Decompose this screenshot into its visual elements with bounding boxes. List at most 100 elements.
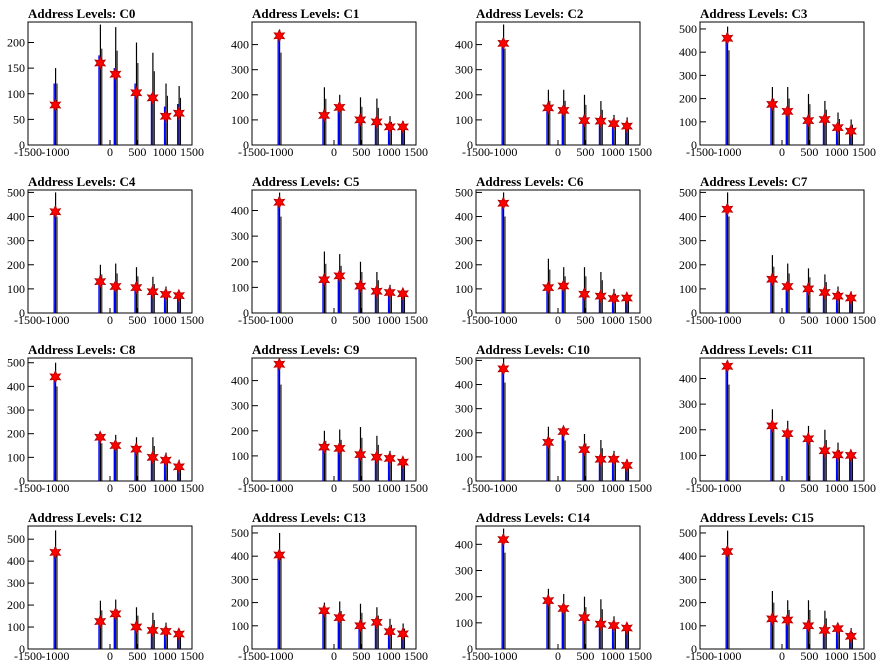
x-tick-label: 1000 xyxy=(377,313,401,327)
x-tick-label: -1000 xyxy=(713,145,741,159)
y-tick-label: 500 xyxy=(455,353,473,367)
marker-star xyxy=(578,610,591,625)
y-tick-label: 400 xyxy=(231,204,249,218)
y-tick-label: 500 xyxy=(7,356,25,370)
x-tick-label: -1000 xyxy=(265,145,293,159)
marker-star xyxy=(594,289,607,304)
x-tick-label: 500 xyxy=(800,649,818,663)
marker-star xyxy=(766,272,779,287)
y-tick-label: 500 xyxy=(679,22,697,36)
x-tick-label: -1000 xyxy=(265,481,293,495)
y-tick-label: 400 xyxy=(679,45,697,59)
marker-star xyxy=(497,196,510,211)
marker-star xyxy=(146,450,159,465)
marker-star xyxy=(844,291,857,306)
x-tick-label: 1000 xyxy=(601,481,625,495)
marker-star xyxy=(172,288,185,303)
x-tick-label: -1000 xyxy=(489,649,517,663)
marker-star xyxy=(766,418,779,433)
panel-c3: Address Levels: C3 0 100 200 300 400 500 -1500-… xyxy=(679,6,876,159)
y-tick-label: 100 xyxy=(455,113,473,127)
marker-star xyxy=(831,120,844,135)
y-tick-label: 200 xyxy=(231,596,249,610)
panel-c11: Address Levels: C11 0 100 200 300 400 -1500 -10… xyxy=(679,342,876,495)
panel-c13: Address Levels: C13 0 100 200 300 400 500 -1500… xyxy=(231,510,428,663)
marker-star xyxy=(607,116,620,131)
marker-star xyxy=(354,618,367,633)
marker-star xyxy=(802,113,815,128)
x-tick-label: -1000 xyxy=(41,145,69,159)
marker-star xyxy=(318,603,331,618)
y-tick-label: 200 xyxy=(679,92,697,106)
panel-c14: Address Levels: C14 0 100 200 300 400 -1500 -10… xyxy=(455,510,652,663)
marker-star xyxy=(542,100,555,115)
y-tick-label: 0 xyxy=(691,138,697,152)
y-tick-label: 400 xyxy=(679,549,697,563)
marker-star xyxy=(818,285,831,300)
y-tick-label: 200 xyxy=(7,258,25,272)
panel-c9: Address Levels: C9 0 100 200 300 400 -1500 -100… xyxy=(231,342,428,495)
x-tick-label: -1500 xyxy=(686,649,714,663)
x-tick-label: -1000 xyxy=(489,145,517,159)
x-tick-label: 1000 xyxy=(601,649,625,663)
x-tick-label: 1000 xyxy=(825,649,849,663)
marker-star xyxy=(370,615,383,630)
panel-c7: Address Levels: C7 0 100 200 300 400 500 -1500-… xyxy=(679,174,876,327)
x-tick-label: 0 xyxy=(107,145,113,159)
y-tick-label: 100 xyxy=(231,449,249,463)
y-tick-label: 400 xyxy=(231,374,249,388)
marker-star xyxy=(383,119,396,134)
marker-star xyxy=(594,452,607,467)
x-tick-label: 500 xyxy=(576,145,594,159)
y-tick-label: 100 xyxy=(455,616,473,630)
x-tick-label: 500 xyxy=(128,145,146,159)
marker-star xyxy=(159,624,172,639)
x-tick-label: -1000 xyxy=(41,481,69,495)
marker-star xyxy=(172,459,185,474)
y-tick-label: 0 xyxy=(243,642,249,656)
y-tick-label: 200 xyxy=(679,423,697,437)
panel-c5: Address Levels: C5 0 100 200 300 400 -1500 -100… xyxy=(231,174,428,327)
marker-star xyxy=(557,278,570,293)
y-tick-label: 100 xyxy=(455,282,473,296)
x-tick-label: 1500 xyxy=(628,313,652,327)
panel-title: Address Levels: C0 xyxy=(28,6,135,21)
marker-star xyxy=(49,369,62,384)
panel-title: Address Levels: C15 xyxy=(700,510,814,525)
marker-star xyxy=(318,440,331,455)
y-tick-label: 0 xyxy=(467,642,473,656)
y-tick-label: 0 xyxy=(467,138,473,152)
y-tick-label: 300 xyxy=(455,563,473,577)
y-tick-label: 500 xyxy=(7,185,25,199)
marker-star xyxy=(354,112,367,127)
y-tick-label: 100 xyxy=(7,450,25,464)
marker-star xyxy=(620,621,633,636)
y-tick-label: 400 xyxy=(455,38,473,52)
x-tick-label: 500 xyxy=(128,649,146,663)
panel-title: Address Levels: C3 xyxy=(700,6,808,21)
x-tick-label: 500 xyxy=(800,145,818,159)
y-tick-label: 150 xyxy=(7,61,25,75)
y-tick-label: 100 xyxy=(231,280,249,294)
marker-star xyxy=(273,548,286,563)
y-tick-label: 300 xyxy=(231,63,249,77)
marker-star xyxy=(818,112,831,127)
marker-star xyxy=(802,431,815,446)
y-tick-label: 100 xyxy=(7,87,25,101)
marker-star xyxy=(354,279,367,294)
marker-star xyxy=(333,441,346,456)
y-tick-label: 300 xyxy=(679,397,697,411)
marker-star xyxy=(542,280,555,295)
marker-star xyxy=(273,28,286,43)
x-tick-label: 1000 xyxy=(377,649,401,663)
marker-star xyxy=(109,438,122,453)
y-tick-label: 100 xyxy=(679,115,697,129)
x-tick-label: 1500 xyxy=(628,145,652,159)
x-tick-label: 500 xyxy=(352,313,370,327)
y-tick-label: 400 xyxy=(679,210,697,224)
x-tick-label: -1000 xyxy=(489,481,517,495)
panel-title: Address Levels: C7 xyxy=(700,174,808,189)
y-tick-label: 0 xyxy=(467,306,473,320)
marker-star xyxy=(109,279,122,294)
panel-c10: Address Levels: C10 0 100 200 300 400 500 -1500… xyxy=(455,342,652,495)
